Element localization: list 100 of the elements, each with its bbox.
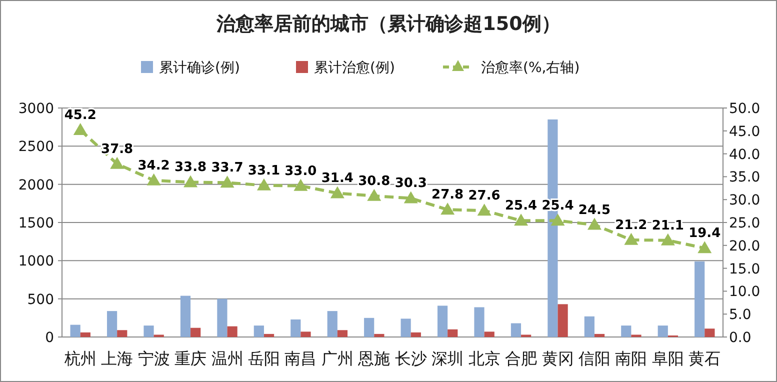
bar bbox=[584, 316, 594, 337]
x-tick-label: 岳阳 bbox=[248, 349, 280, 368]
y2-tick-label: 20.0 bbox=[729, 238, 760, 254]
data-label: 31.4 bbox=[321, 171, 354, 186]
bar bbox=[704, 328, 715, 337]
point bbox=[184, 175, 198, 188]
point bbox=[550, 214, 565, 226]
data-label: 25.4 bbox=[542, 198, 574, 214]
x-tick-label: 北京 bbox=[468, 349, 500, 368]
point bbox=[477, 204, 492, 216]
bar bbox=[180, 296, 191, 337]
point bbox=[330, 186, 344, 198]
data-label: 21.1 bbox=[652, 218, 684, 234]
y-tick-label: 1000 bbox=[18, 254, 54, 270]
bar bbox=[510, 323, 522, 337]
y2-tick-label: 5.0 bbox=[729, 307, 752, 324]
x-tick-label: 阜阳 bbox=[652, 349, 684, 368]
bar bbox=[106, 311, 118, 337]
data-label: 25.4 bbox=[504, 198, 538, 214]
y-tick-label: 3000 bbox=[18, 101, 54, 117]
y-tick-label: 500 bbox=[27, 292, 54, 308]
bar bbox=[448, 329, 458, 337]
data-label: 24.5 bbox=[578, 202, 611, 218]
bar bbox=[217, 298, 228, 337]
bar bbox=[144, 326, 154, 337]
bar bbox=[337, 330, 348, 337]
y-tick-label: 0 bbox=[45, 330, 54, 346]
bar bbox=[621, 326, 632, 337]
data-label: 33.8 bbox=[174, 160, 207, 176]
y2-tick-label: 0.0 bbox=[729, 330, 752, 346]
point bbox=[256, 178, 271, 190]
y2-tick-label: 30.0 bbox=[729, 192, 760, 209]
x-tick-label: 重庆 bbox=[174, 349, 207, 368]
data-label: 27.6 bbox=[468, 188, 500, 204]
x-tick-label: 黄冈 bbox=[542, 349, 574, 368]
bar bbox=[264, 334, 274, 337]
data-label: 27.8 bbox=[432, 188, 464, 203]
bar bbox=[227, 326, 238, 337]
bar bbox=[80, 332, 90, 337]
x-tick-label: 黄石 bbox=[688, 349, 721, 368]
y2-tick-label: 45.0 bbox=[729, 124, 760, 140]
point bbox=[514, 214, 528, 226]
data-label: 30.8 bbox=[358, 174, 390, 189]
legend-label: 累计确诊(例) bbox=[159, 60, 240, 76]
point bbox=[698, 241, 712, 254]
point bbox=[220, 176, 234, 188]
bar bbox=[70, 324, 80, 337]
y2-tick-label: 10.0 bbox=[729, 284, 760, 300]
bar bbox=[437, 306, 448, 337]
bar bbox=[558, 304, 568, 337]
bar bbox=[190, 328, 201, 337]
point bbox=[110, 156, 124, 169]
x-tick-label: 南昌 bbox=[284, 349, 317, 368]
bar bbox=[594, 334, 605, 337]
data-label: 34.2 bbox=[138, 158, 170, 174]
point bbox=[587, 218, 602, 230]
data-label: 21.2 bbox=[615, 218, 648, 233]
point bbox=[146, 173, 161, 186]
x-tick-label: 恩施 bbox=[357, 349, 390, 368]
x-tick-label: 合肥 bbox=[505, 349, 538, 368]
y2-tick-label: 35.0 bbox=[729, 170, 760, 186]
bar bbox=[254, 326, 264, 337]
data-label: 33.7 bbox=[211, 160, 244, 176]
x-tick-label: 上海 bbox=[101, 349, 134, 368]
data-label: 33.1 bbox=[248, 163, 280, 178]
bar bbox=[658, 326, 668, 337]
x-tick-label: 深圳 bbox=[432, 349, 464, 368]
x-tick-label: 南阳 bbox=[615, 349, 648, 368]
bar bbox=[474, 307, 484, 337]
bar bbox=[694, 261, 705, 337]
bar bbox=[327, 311, 338, 337]
y-tick-label: 1500 bbox=[18, 216, 54, 232]
data-label: 19.4 bbox=[688, 226, 721, 242]
x-tick-label: 温州 bbox=[211, 349, 244, 368]
legend-label: 累计治愈(例) bbox=[314, 60, 395, 76]
bar bbox=[484, 332, 494, 337]
point bbox=[404, 191, 418, 204]
chart-title: 治愈率居前的城市（累计确诊超150例） bbox=[216, 13, 560, 35]
point bbox=[367, 188, 382, 201]
point bbox=[660, 233, 675, 246]
bar bbox=[300, 332, 311, 337]
bar bbox=[400, 318, 411, 337]
bar bbox=[410, 332, 421, 337]
data-label: 33.0 bbox=[284, 164, 317, 179]
point bbox=[624, 232, 638, 245]
bar bbox=[364, 318, 374, 337]
point bbox=[294, 178, 308, 191]
x-tick-label: 信阳 bbox=[578, 349, 610, 368]
bar bbox=[290, 319, 301, 337]
y2-tick-label: 50.0 bbox=[729, 101, 760, 117]
y-tick-label: 2500 bbox=[18, 139, 54, 156]
y2-tick-label: 40.0 bbox=[729, 146, 760, 163]
data-label: 30.3 bbox=[394, 176, 427, 192]
bar bbox=[374, 334, 384, 337]
y2-tick-label: 25.0 bbox=[729, 216, 760, 232]
x-tick-label: 长沙 bbox=[394, 349, 427, 368]
data-label: 37.8 bbox=[101, 142, 134, 157]
x-tick-label: 杭州 bbox=[63, 349, 96, 368]
point bbox=[73, 122, 88, 135]
y2-tick-label: 15.0 bbox=[729, 261, 760, 278]
